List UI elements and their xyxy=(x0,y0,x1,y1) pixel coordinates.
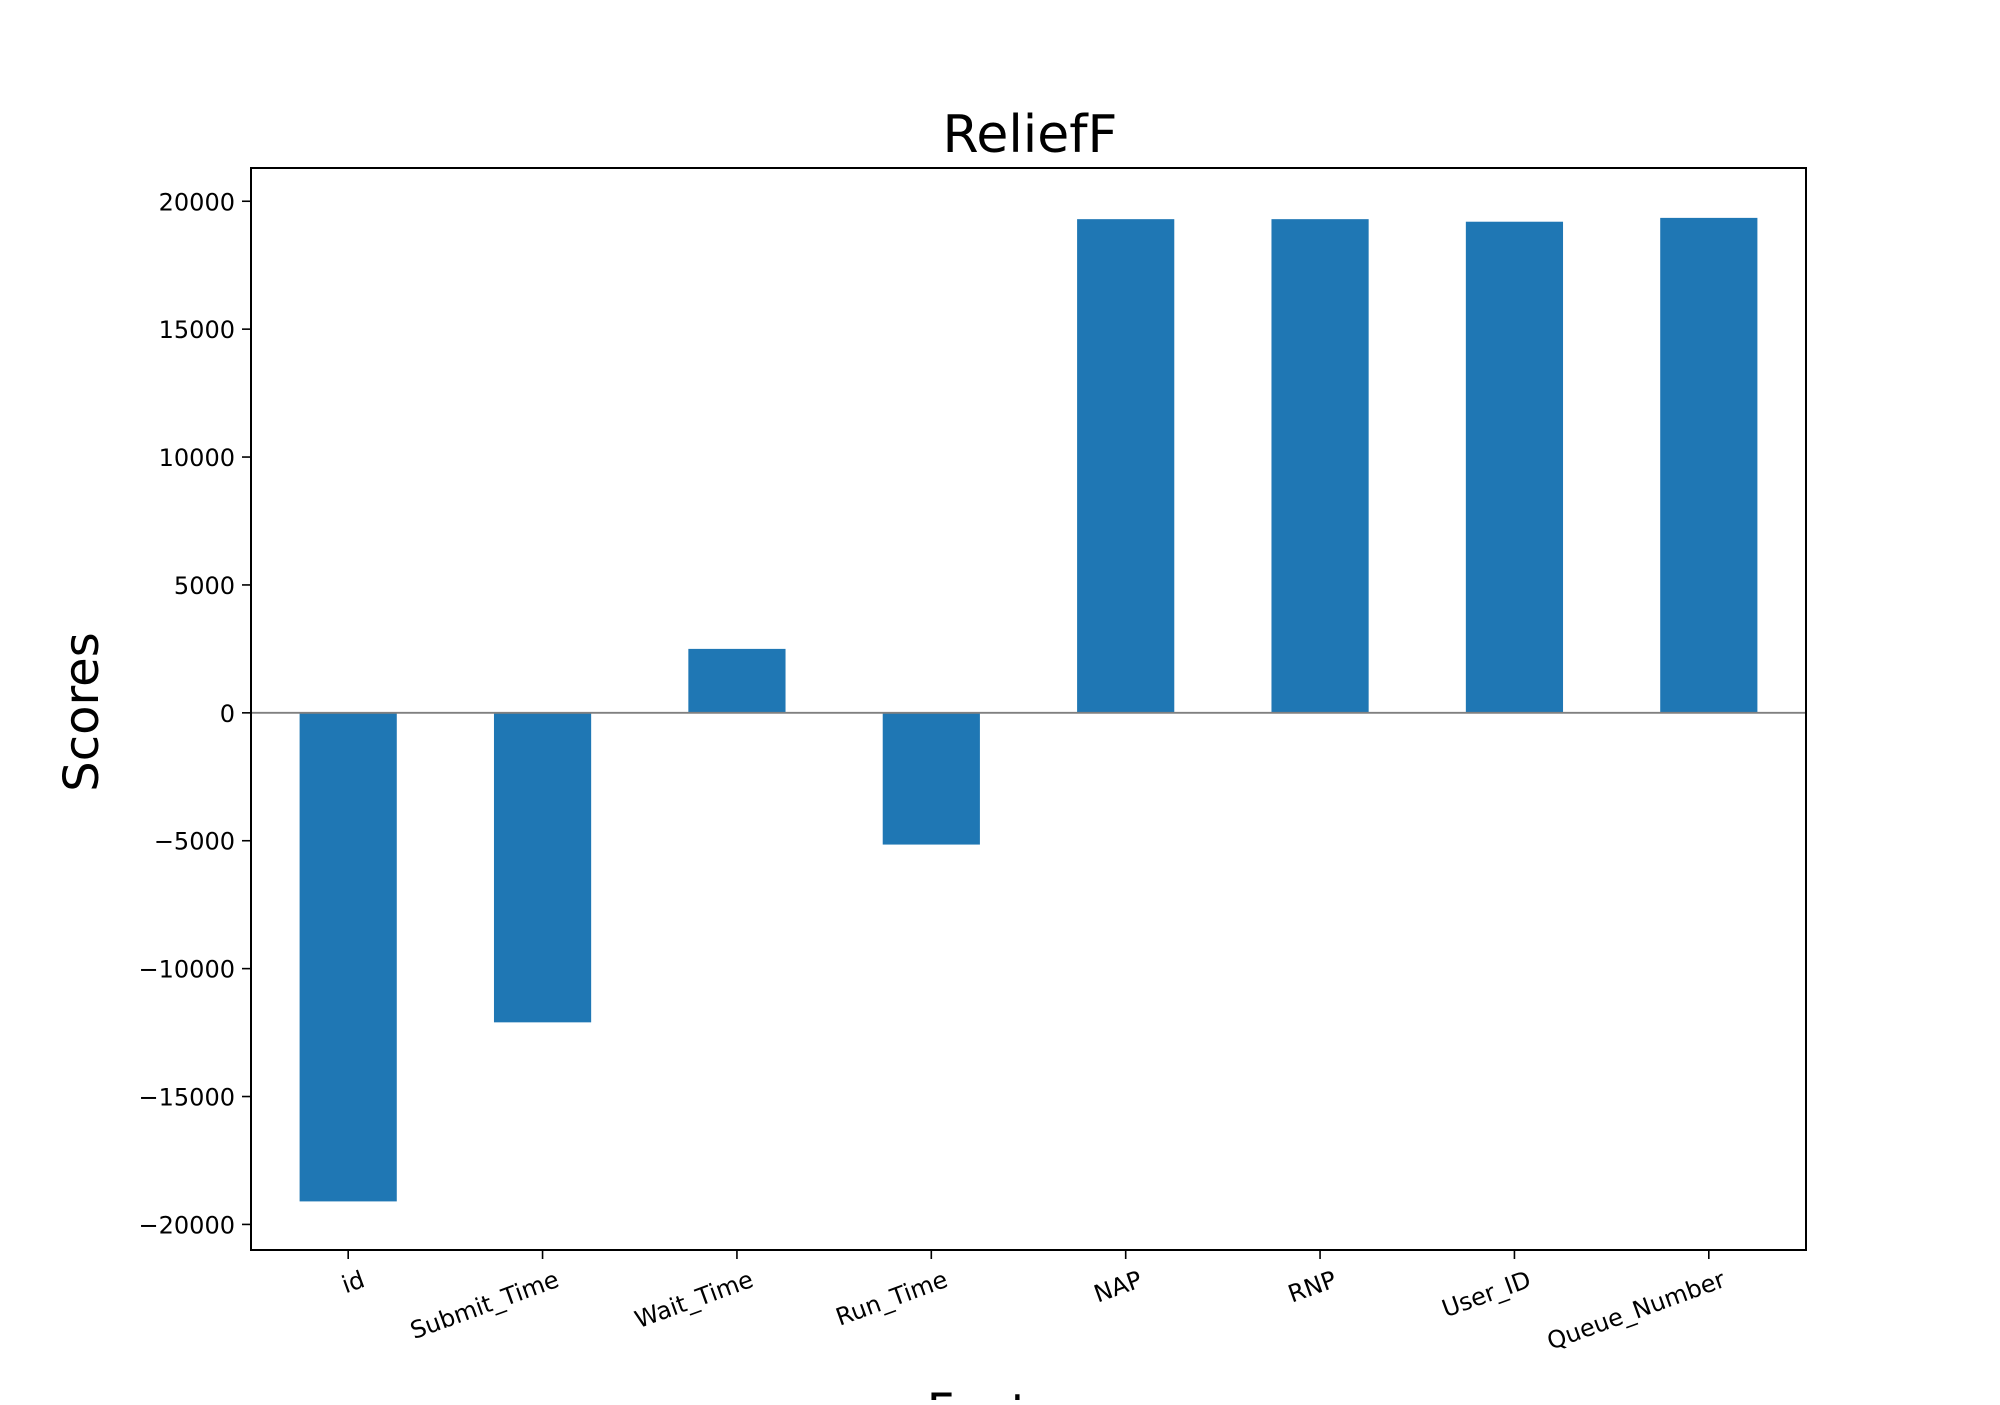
x-tick-label: RNP xyxy=(1284,1265,1340,1308)
chart-title: ReliefF xyxy=(943,105,1118,165)
bar-submit-time xyxy=(493,712,592,1023)
y-tick-label: 5000 xyxy=(174,572,235,600)
y-tick-label: −15000 xyxy=(139,1084,235,1112)
bar-run-time xyxy=(882,712,980,845)
y-tick-label: −5000 xyxy=(154,828,235,856)
y-tick-label: −10000 xyxy=(139,956,235,984)
bar-wait-time xyxy=(688,648,786,713)
x-tick-label: Run_Time xyxy=(832,1265,951,1331)
bar-nap xyxy=(1077,219,1175,713)
x-tick-label: NAP xyxy=(1090,1265,1145,1308)
y-tick-label: 15000 xyxy=(159,316,235,344)
y-tick-label: 0 xyxy=(220,700,235,728)
y-tick-label: −20000 xyxy=(139,1211,235,1239)
y-axis-label: Scores xyxy=(54,632,110,791)
x-tick-label: Queue_Number xyxy=(1543,1265,1729,1355)
x-tick-label: User_ID xyxy=(1438,1265,1534,1323)
y-tick-label: 10000 xyxy=(159,444,235,472)
bar-rnp xyxy=(1271,219,1369,713)
plot-frame xyxy=(250,167,1807,1251)
bar-user-id xyxy=(1465,221,1564,713)
x-axis-label: Features xyxy=(927,1384,1133,1400)
x-tick-label: Submit_Time xyxy=(407,1265,563,1345)
y-tick-label: 20000 xyxy=(159,188,235,216)
bar-id xyxy=(299,712,397,1202)
bar-queue-number xyxy=(1660,217,1758,713)
x-tick-label: id xyxy=(338,1265,368,1299)
bars-layer xyxy=(299,217,1758,1202)
x-ticks-layer: id Submit_Time Wait_Time Run_Time NAP RNP User… xyxy=(338,1250,1729,1356)
y-ticks-layer: 20000 15000 10000 5000 0 −5000 −10000 −15000 −20… xyxy=(139,188,251,1239)
x-tick-label: Wait_Time xyxy=(631,1265,757,1334)
